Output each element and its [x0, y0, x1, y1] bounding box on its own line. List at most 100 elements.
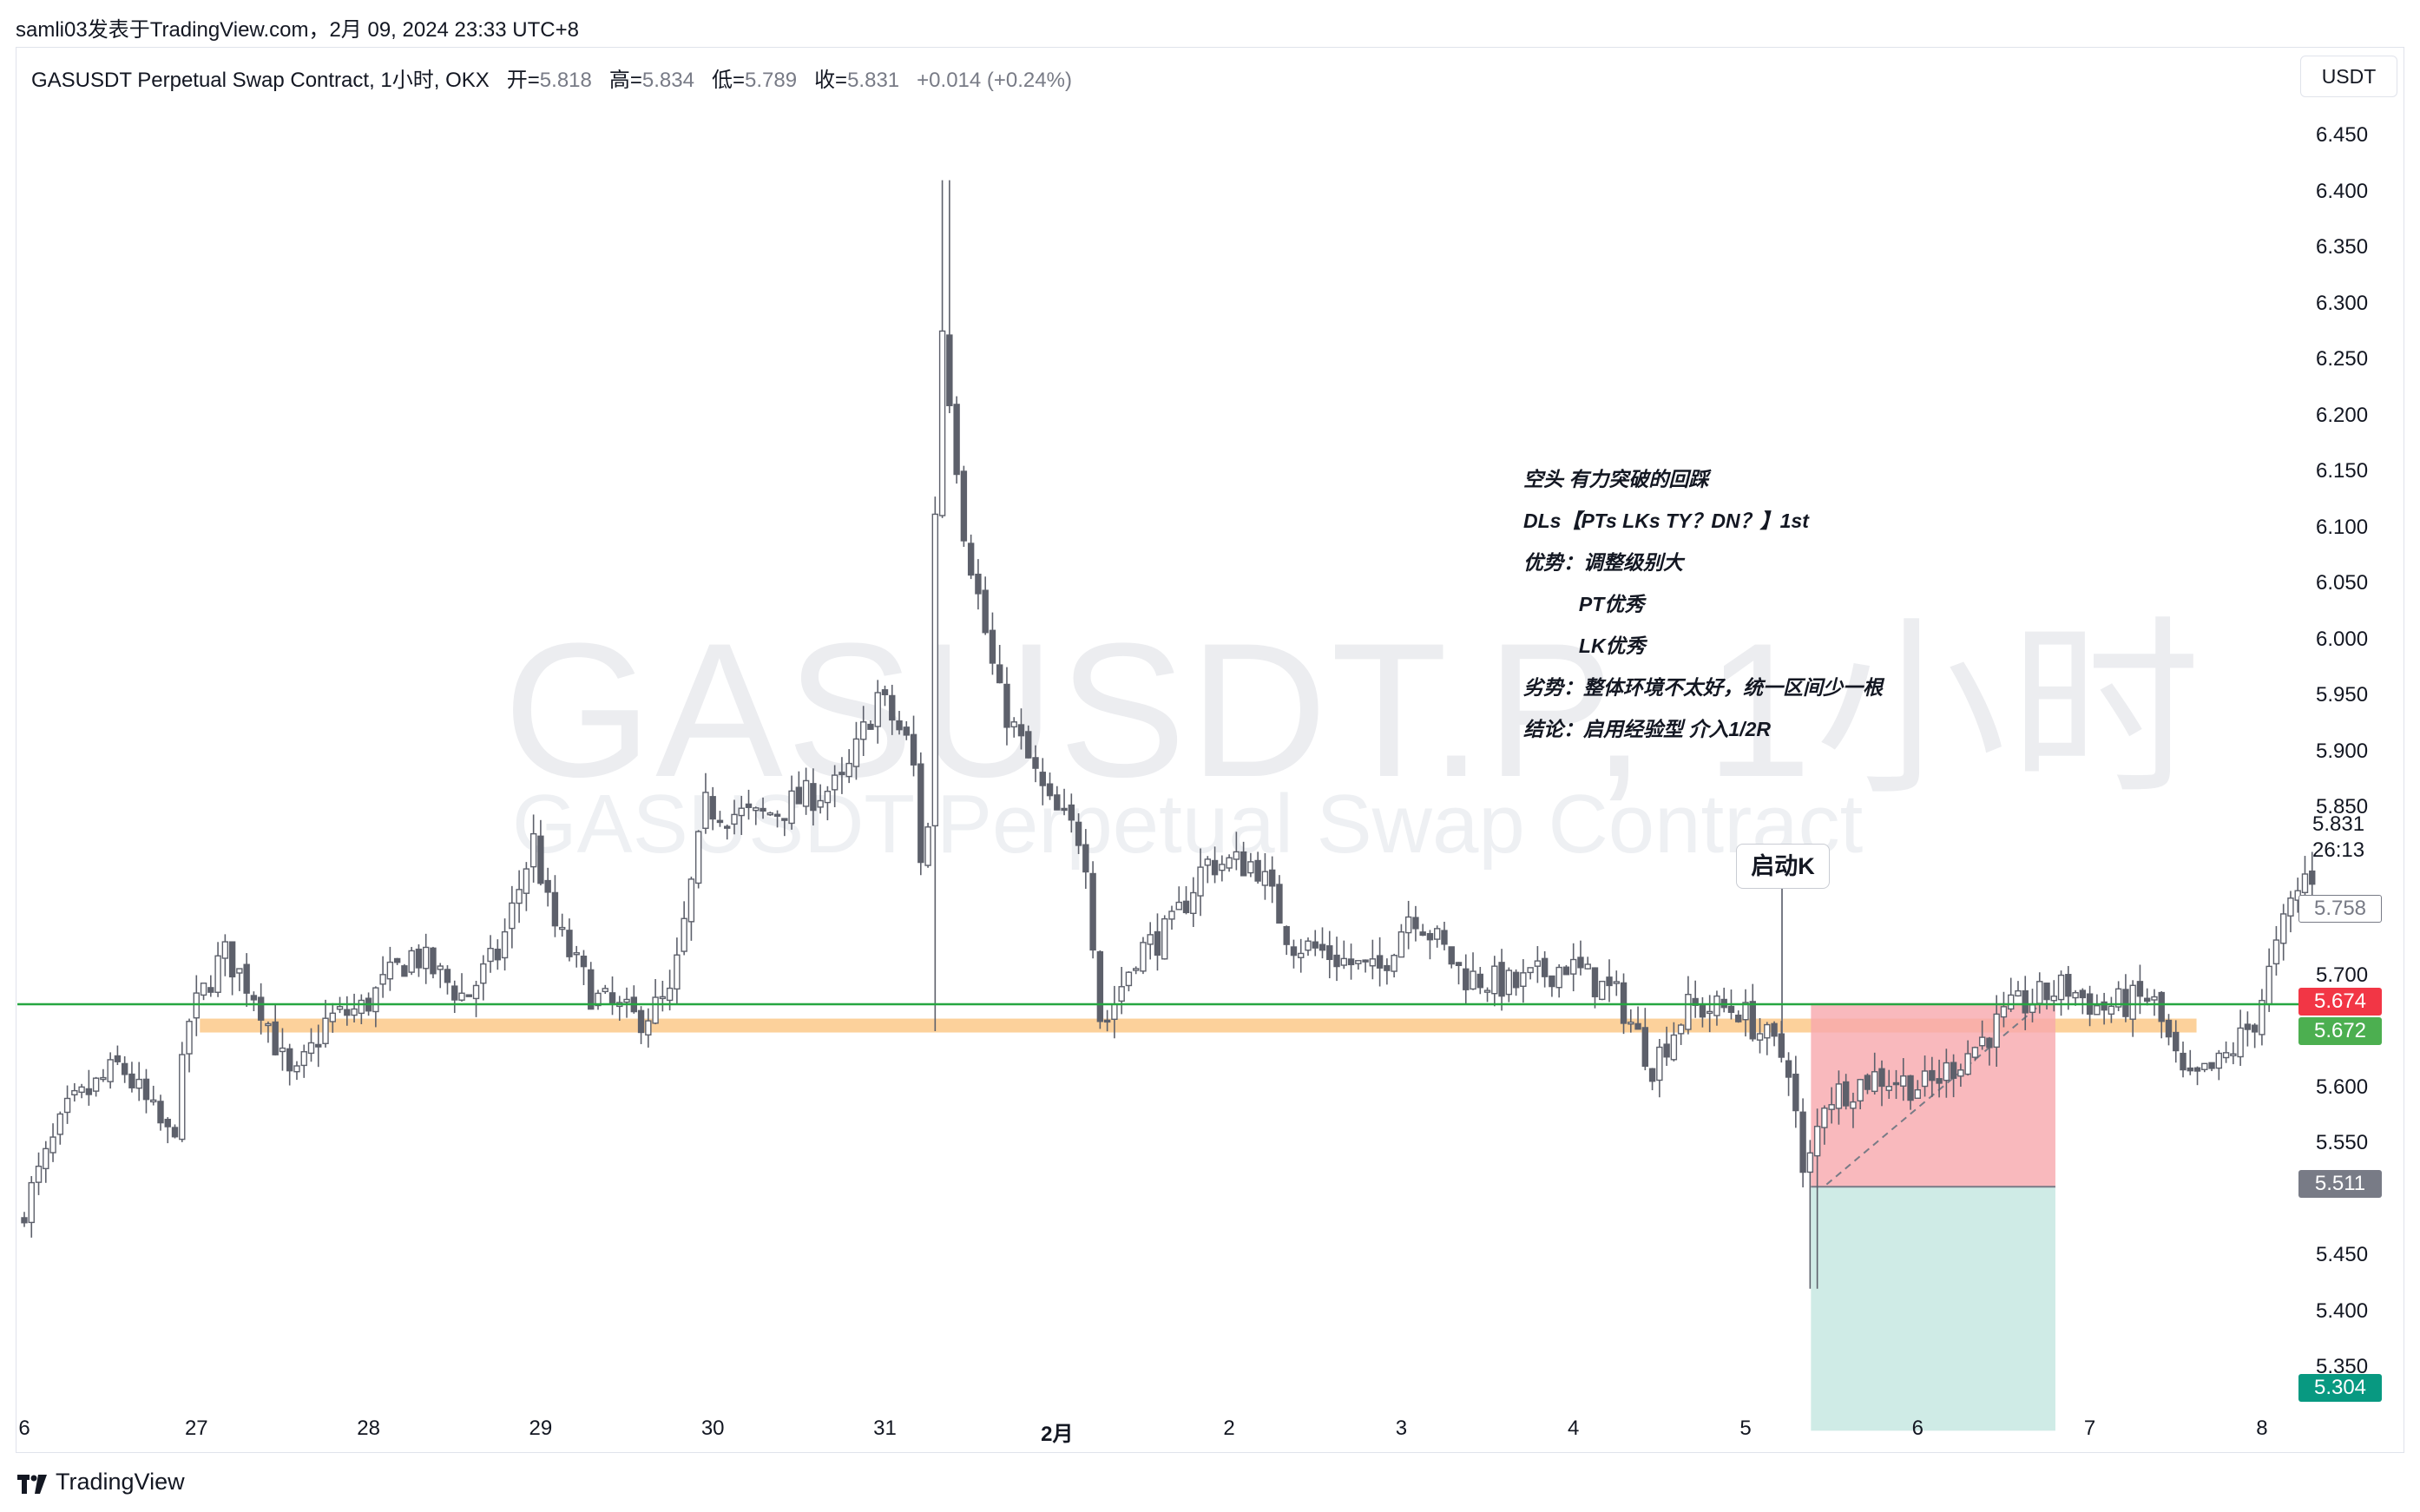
candle-down: [1075, 821, 1082, 846]
candle-down: [1032, 757, 1039, 769]
candle-up: [423, 946, 430, 970]
candle-down: [1634, 1022, 1641, 1030]
price-tick-label: 6.400: [2316, 179, 2369, 203]
candle-up: [2259, 999, 2265, 1035]
callout-label[interactable]: 启动K: [1736, 844, 1830, 889]
candle-up: [1534, 960, 1542, 967]
candle-up: [56, 1113, 64, 1135]
candle-down: [114, 1055, 122, 1062]
candle-down: [1864, 1075, 1871, 1090]
price-tick-label: 6.100: [2316, 515, 2369, 539]
analysis-note[interactable]: 空头 有力突破的回踩 DLs【PTs LKs TY？DN？】1st 优势：调整级…: [1523, 458, 1883, 750]
candle-up: [1520, 972, 1527, 987]
crosshair-price-tag: 5.758: [2298, 895, 2382, 923]
candle-up: [2008, 994, 2015, 1010]
candle-up: [1914, 1088, 1922, 1099]
time-tick-label: 2月: [1041, 1423, 1074, 1446]
candle-down: [1778, 1033, 1785, 1058]
candle-down: [1268, 869, 1276, 887]
candle-down: [1333, 954, 1340, 968]
price-tick-label: 5.400: [2316, 1298, 2369, 1323]
candle-up: [480, 963, 487, 984]
candle-down: [1025, 731, 1032, 759]
candle-up: [1871, 1071, 1878, 1093]
candle-down: [1039, 772, 1046, 786]
candle-up: [100, 1076, 107, 1081]
candle-up: [1483, 989, 1491, 993]
candle-up: [702, 792, 709, 829]
candle-up: [2029, 1004, 2036, 1014]
candle-up: [265, 1022, 272, 1027]
candle-up: [193, 992, 201, 1019]
candle-down: [967, 542, 975, 576]
candle-down: [1749, 1001, 1756, 1040]
candle-up: [2057, 974, 2065, 1001]
candle-down: [164, 1118, 171, 1127]
candle-down: [544, 879, 551, 893]
candle-up: [458, 992, 465, 1001]
candle-down: [1448, 946, 1455, 965]
candle-up: [329, 1012, 336, 1022]
candle-up: [860, 721, 867, 740]
candle-up: [279, 1047, 286, 1053]
close-label: 收=: [814, 69, 848, 92]
candle-up: [523, 868, 530, 894]
candle-up: [1340, 957, 1348, 966]
candle-up: [1555, 966, 1562, 989]
candle-up: [1706, 1010, 1713, 1015]
candle-up: [43, 1147, 49, 1170]
high-label: 高=: [608, 69, 642, 92]
candle-up: [1806, 1152, 1814, 1173]
candle-down: [910, 733, 917, 766]
candle-down: [1096, 950, 1104, 1022]
candle-up: [322, 1017, 329, 1044]
candle-down: [415, 948, 423, 969]
candle-up: [938, 330, 946, 516]
candle-down: [2309, 870, 2316, 885]
candle-down: [1254, 859, 1261, 882]
candle-up: [1943, 1062, 1950, 1081]
chart-pane[interactable]: [16, 47, 2404, 1453]
candle-up: [379, 974, 386, 985]
candle-up: [694, 831, 702, 884]
symbol-name[interactable]: GASUSDT Perpetual Swap Contract, 1小时, OK…: [31, 69, 490, 92]
candle-up: [1857, 1079, 1864, 1101]
time-tick-label: 31: [873, 1417, 897, 1440]
candle-up: [1978, 1036, 1986, 1047]
candle-up: [874, 692, 881, 727]
note-line: DLs【PTs LKs TY？DN？】1st: [1523, 509, 1809, 532]
candle-up: [2237, 1027, 2244, 1058]
candle-up: [802, 779, 810, 807]
candle-down: [724, 825, 731, 829]
candle-down: [773, 813, 781, 817]
candle-up: [1118, 986, 1125, 1003]
candle-down: [2173, 1031, 2180, 1052]
candle-down: [838, 772, 845, 776]
candle-down: [1648, 1068, 1656, 1082]
tradingview-brand[interactable]: TradingView: [17, 1469, 185, 1496]
candle-up: [1147, 934, 1154, 945]
candle-down: [996, 664, 1003, 684]
candle-down: [1727, 1005, 1735, 1013]
candle-down: [1103, 1019, 1111, 1023]
candle-down: [401, 965, 408, 977]
candle-up: [200, 983, 207, 996]
candle-up: [1756, 1033, 1764, 1041]
currency-button[interactable]: USDT: [2300, 56, 2397, 97]
candle-up: [307, 1042, 315, 1055]
candle-down: [315, 1043, 322, 1048]
entry-price-tag: 5.672: [2298, 1017, 2382, 1045]
candle-down: [1419, 931, 1426, 937]
candle-down: [444, 969, 451, 983]
candle-down: [2101, 1001, 2108, 1011]
candle-down: [2022, 989, 2029, 1014]
time-tick-label: 27: [184, 1417, 208, 1440]
change-value: +0.014 (+0.24%): [917, 69, 1072, 92]
candle-up: [2151, 996, 2158, 1001]
candle-down: [1003, 683, 1010, 728]
candle-up: [1835, 1083, 1843, 1109]
candle-up: [1964, 1053, 1971, 1075]
candle-down: [1290, 946, 1298, 957]
candle-up: [437, 965, 444, 970]
